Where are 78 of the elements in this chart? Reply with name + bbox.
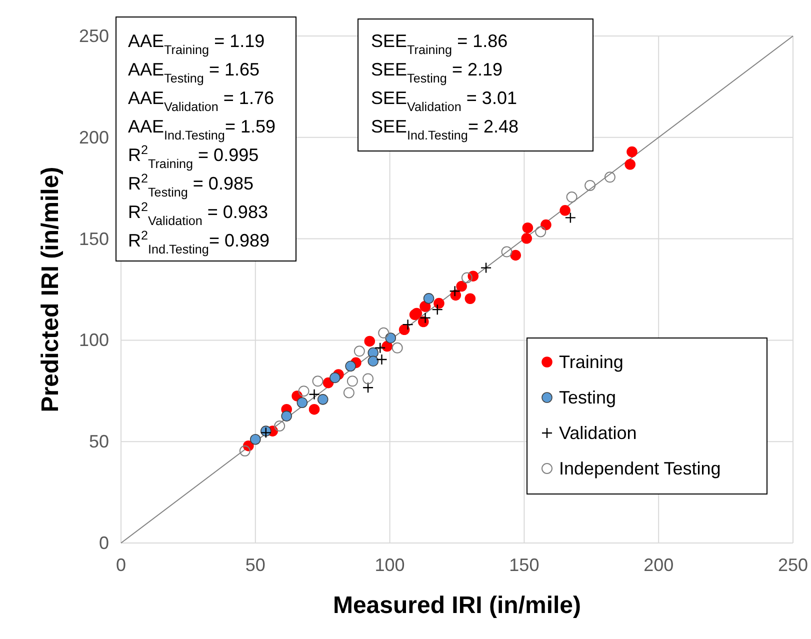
point <box>560 205 570 216</box>
y-axis-title: Predicted IRI (in/mile) <box>37 166 64 412</box>
annotation: R$^{2}$$_{Ind.Testing}$= 0.989 <box>128 228 270 256</box>
point <box>354 346 365 357</box>
point <box>402 318 414 330</box>
y-tick-label: 0 <box>98 533 109 553</box>
point <box>522 222 534 234</box>
x-tick-label: 100 <box>374 555 405 575</box>
point <box>364 336 376 347</box>
point <box>566 192 578 203</box>
point <box>368 356 379 366</box>
point <box>604 172 616 183</box>
point <box>535 226 546 238</box>
point <box>461 272 472 284</box>
annotation: R$^{2}$$_{Training}$ = 0.995 <box>128 143 259 171</box>
y-tick-label: 250 <box>78 26 109 46</box>
point <box>420 312 431 324</box>
x-tick-label: 250 <box>778 555 808 575</box>
annotation: AAE$_{Validation}$ = 1.76 <box>128 88 274 114</box>
point <box>434 298 444 309</box>
point <box>343 387 354 398</box>
point <box>501 246 512 258</box>
annotation: R$^{2}$$_{Validation}$ = 0.983 <box>128 200 268 228</box>
y-tick-label: 100 <box>78 330 109 350</box>
point <box>250 434 261 445</box>
y-tick-label: 200 <box>78 127 109 148</box>
annotation: AAE$_{Training}$ = 1.19 <box>128 31 265 57</box>
legend-label: Validation <box>559 423 637 443</box>
point <box>296 397 308 408</box>
point <box>281 410 292 422</box>
point <box>398 324 410 336</box>
point <box>423 293 434 304</box>
x-tick-label: 50 <box>245 555 266 575</box>
point <box>564 212 576 224</box>
legend-label: Training <box>559 352 624 372</box>
x-tick-label: 150 <box>509 555 540 575</box>
point <box>308 388 320 400</box>
annotation: R$^{2}$$_{Testing}$ = 0.985 <box>128 172 254 200</box>
y-tick-label: 150 <box>78 228 109 249</box>
point <box>362 373 374 384</box>
point <box>449 286 460 297</box>
point <box>330 372 340 384</box>
point <box>274 420 286 432</box>
annotation: SEE$_{Testing}$ = 2.19 <box>371 60 502 86</box>
point <box>312 376 324 387</box>
annotation: AAE$_{Testing}$ = 1.65 <box>128 60 260 86</box>
x-tick-label: 0 <box>116 555 126 575</box>
point <box>374 342 386 354</box>
point <box>346 376 358 387</box>
point <box>432 304 443 316</box>
annotation: AAE$_{Ind.Testing}$= 1.59 <box>128 116 276 142</box>
point <box>385 332 396 344</box>
legend-label: Testing <box>559 388 616 408</box>
annotation: SEE$_{Ind.Testing}$= 2.48 <box>371 116 518 142</box>
point <box>317 394 328 405</box>
point <box>624 158 636 170</box>
point <box>510 250 521 261</box>
point <box>626 146 638 158</box>
x-axis-title: Measured IRI (in/mile) <box>332 592 582 619</box>
point <box>308 404 320 415</box>
point <box>362 382 374 394</box>
point <box>521 232 532 244</box>
point <box>464 293 476 304</box>
legend-label: Independent Testing <box>559 458 721 478</box>
point <box>456 280 467 292</box>
point <box>378 327 390 338</box>
annotation: SEE$_{Validation}$ = 3.01 <box>371 88 517 114</box>
point <box>239 445 250 456</box>
point <box>376 354 388 366</box>
x-tick-label: 200 <box>644 555 674 575</box>
point <box>480 262 492 274</box>
point <box>345 360 356 372</box>
point <box>298 386 310 397</box>
point <box>584 180 596 191</box>
point <box>392 342 403 354</box>
y-tick-label: 50 <box>88 432 109 452</box>
annotation: SEE$_{Training}$ = 1.86 <box>371 31 508 57</box>
point <box>540 219 552 230</box>
